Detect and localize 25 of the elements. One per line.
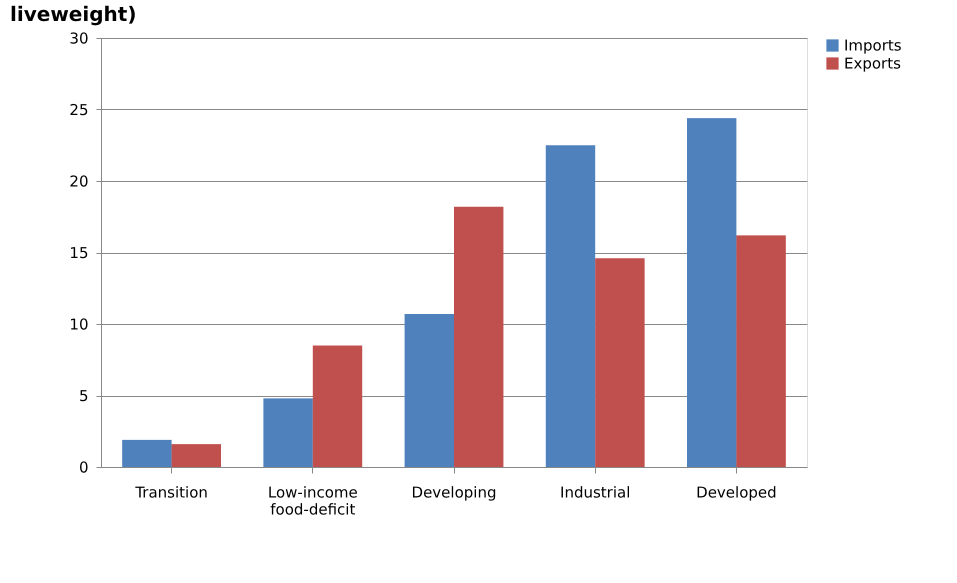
bar xyxy=(736,235,786,467)
y-tick-label: 5 xyxy=(78,387,88,405)
x-tick-label: Transition xyxy=(134,484,208,502)
bar xyxy=(454,206,504,467)
legend-label: Exports xyxy=(844,54,902,72)
y-tick-label: 0 xyxy=(78,458,88,476)
y-tick-label: 20 xyxy=(69,172,88,190)
bar xyxy=(404,314,454,467)
chart-title: liveweight) xyxy=(10,2,136,26)
y-tick-label: 15 xyxy=(69,244,88,262)
bar xyxy=(312,345,362,467)
x-tick-label: Low-income food-deficit xyxy=(268,484,358,518)
bar xyxy=(686,118,736,467)
x-tick-label: Industrial xyxy=(560,484,630,502)
bar xyxy=(263,398,313,467)
legend-label: Imports xyxy=(844,36,902,54)
x-tick-label: Developed xyxy=(696,484,777,502)
bar xyxy=(172,444,222,467)
y-tick-label: 25 xyxy=(69,101,88,119)
y-tick-label: 30 xyxy=(69,30,88,48)
bar xyxy=(546,145,596,467)
bar xyxy=(595,258,645,467)
bar xyxy=(122,440,172,467)
y-tick-label: 10 xyxy=(69,316,88,334)
x-tick-label: Developing xyxy=(412,484,496,502)
